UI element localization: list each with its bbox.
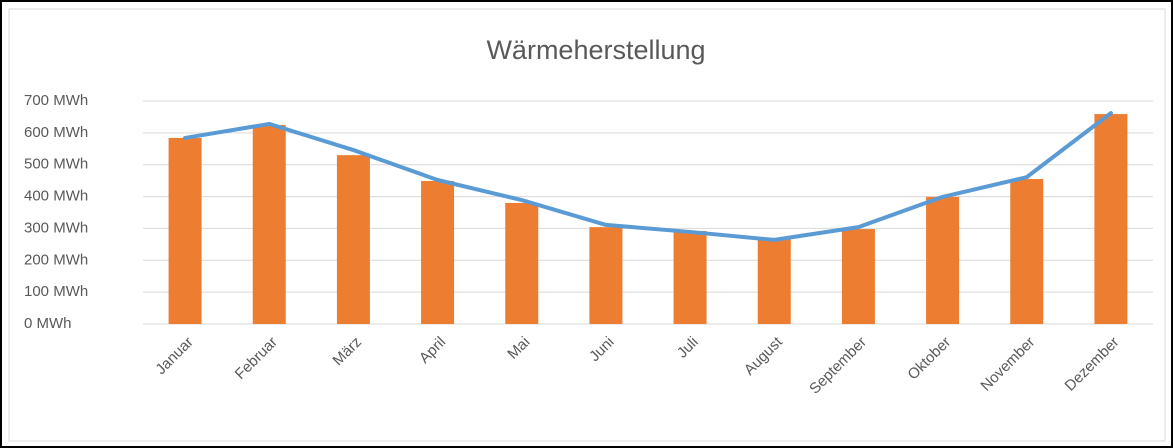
bar (589, 227, 623, 324)
line (183, 111, 1113, 242)
bar (757, 238, 791, 324)
y-tick-label: 700 MWh (24, 92, 88, 109)
bar (505, 202, 539, 324)
chart-area (8, 8, 1166, 442)
y-tick-label: 600 MWh (24, 124, 88, 141)
y-tick-label: 200 MWh (24, 251, 88, 268)
y-tick-label: 0 MWh (24, 315, 72, 332)
bar (1010, 179, 1044, 324)
chart-title: Wärmeherstellung (486, 35, 705, 65)
y-tick-label: 300 MWh (24, 219, 88, 236)
bar (841, 229, 875, 324)
bar (926, 196, 960, 324)
bar (673, 230, 707, 324)
bar (336, 155, 370, 324)
y-tick-label: 400 MWh (24, 188, 88, 205)
bar (1094, 114, 1128, 324)
bar (421, 180, 455, 324)
bar (252, 124, 286, 325)
bar (168, 137, 202, 324)
y-tick-label: 500 MWh (24, 156, 88, 173)
y-tick-label: 100 MWh (24, 283, 88, 300)
